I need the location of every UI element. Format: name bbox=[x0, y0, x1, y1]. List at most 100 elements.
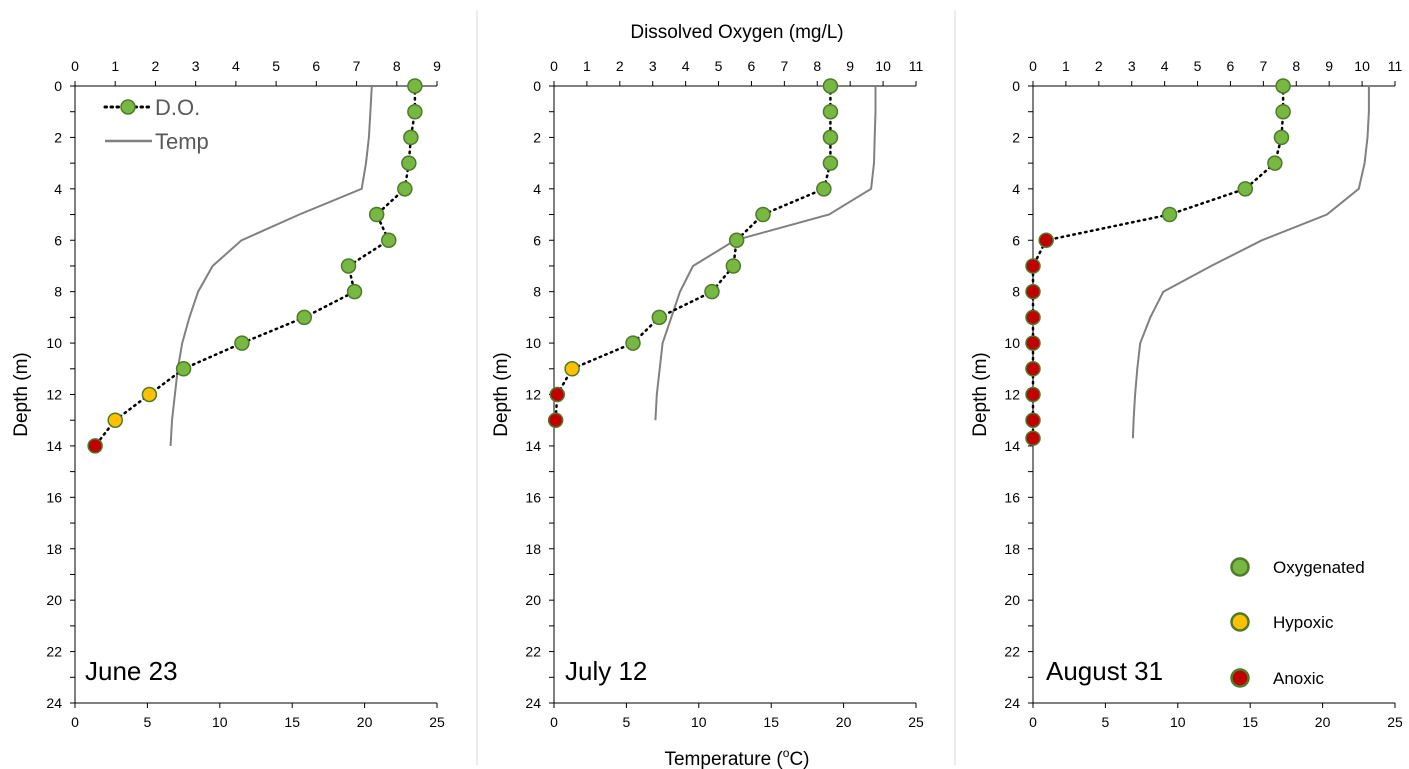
do-tick-label: 10 bbox=[875, 58, 891, 74]
do-tick-label: 6 bbox=[1227, 58, 1235, 74]
do-tick-label: 2 bbox=[616, 58, 624, 74]
depth-tick-label: 18 bbox=[1004, 541, 1020, 557]
legend-do-swatch-marker bbox=[120, 99, 136, 115]
depth-tick-label: 10 bbox=[525, 335, 541, 351]
do-tick-label: 0 bbox=[71, 58, 79, 74]
legend-anoxic-marker bbox=[1230, 668, 1250, 688]
depth-tick-label: 10 bbox=[46, 335, 62, 351]
do-point-oxygenated bbox=[625, 335, 641, 351]
do-tick-label: 5 bbox=[272, 58, 280, 74]
do-tick-label: 11 bbox=[1388, 58, 1403, 74]
do-point-anoxic bbox=[1025, 309, 1041, 326]
depth-tick-label: 18 bbox=[46, 541, 62, 557]
do-tick-label: 6 bbox=[748, 58, 756, 74]
do-axis-title: Dissolved Oxygen (mg/L) bbox=[630, 22, 843, 43]
temperature-tick-label: 20 bbox=[836, 714, 852, 730]
depth-tick-label: 14 bbox=[1004, 438, 1020, 454]
depth-tick-label: 8 bbox=[1012, 284, 1020, 300]
do-point-oxygenated bbox=[403, 129, 419, 146]
temperature-line bbox=[169, 85, 373, 446]
temperature-tick-label: 25 bbox=[429, 714, 445, 730]
do-point-oxygenated bbox=[401, 155, 417, 171]
do-tick-label: 2 bbox=[1095, 58, 1103, 74]
do-point-oxygenated bbox=[380, 232, 397, 248]
temperature-tick-label: 5 bbox=[623, 714, 631, 730]
depth-tick-label: 22 bbox=[1004, 644, 1020, 660]
do-tick-label: 0 bbox=[1029, 58, 1037, 74]
depth-tick-label: 10 bbox=[1004, 335, 1020, 351]
do-point-oxygenated bbox=[346, 283, 363, 300]
depth-tick-label: 16 bbox=[1004, 489, 1020, 505]
do-tick-label: 9 bbox=[433, 58, 441, 74]
do-line bbox=[554, 84, 832, 422]
temperature-tick-label: 15 bbox=[763, 714, 779, 730]
do-tick-label: 1 bbox=[1062, 58, 1070, 74]
temperature-tick-label: 20 bbox=[357, 714, 373, 730]
do-point-anoxic bbox=[1025, 335, 1041, 351]
do-point-oxygenated bbox=[728, 232, 745, 248]
do-point-anoxic bbox=[1038, 232, 1054, 248]
do-point-oxygenated bbox=[340, 258, 357, 274]
depth-tick-label: 24 bbox=[46, 695, 62, 711]
legend-hypoxic-marker bbox=[1230, 612, 1250, 632]
depth-tick-label: 16 bbox=[525, 489, 541, 505]
do-tick-label: 3 bbox=[192, 58, 200, 74]
do-tick-label: 4 bbox=[232, 58, 240, 74]
do-point-hypoxic bbox=[564, 361, 580, 377]
do-point-oxygenated bbox=[704, 283, 720, 300]
temperature-tick-label: 25 bbox=[908, 714, 924, 730]
do-point-anoxic bbox=[87, 438, 103, 454]
do-line bbox=[1031, 84, 1285, 440]
status-legend: Oxygenated Hypoxic Anoxic bbox=[1230, 557, 1365, 688]
temperature-tick-label: 15 bbox=[284, 714, 300, 730]
legend-oxygenated-marker bbox=[1230, 557, 1250, 577]
do-point-oxygenated bbox=[368, 206, 385, 223]
series-legend: D.O. Temp bbox=[103, 95, 209, 154]
depth-tick-label: 14 bbox=[525, 438, 541, 454]
do-point-oxygenated bbox=[175, 361, 192, 377]
do-point-anoxic bbox=[1025, 258, 1041, 274]
do-point-oxygenated bbox=[822, 129, 839, 146]
depth-tick-label: 24 bbox=[525, 695, 541, 711]
do-tick-label: 4 bbox=[682, 58, 690, 74]
depth-tick-label: 0 bbox=[533, 78, 541, 94]
do-point-oxygenated bbox=[725, 258, 742, 274]
do-point-anoxic bbox=[549, 386, 566, 403]
do-point-oxygenated bbox=[816, 181, 832, 197]
legend-anoxic-label: Anoxic bbox=[1273, 669, 1325, 688]
do-point-oxygenated bbox=[407, 78, 423, 94]
depth-tick-label: 6 bbox=[54, 232, 62, 248]
do-point-anoxic bbox=[1025, 386, 1041, 403]
do-point-hypoxic bbox=[107, 412, 123, 428]
legend-oxygenated-label: Oxygenated bbox=[1273, 558, 1365, 577]
depth-tick-label: 6 bbox=[1012, 232, 1020, 248]
depth-tick-label: 2 bbox=[54, 129, 62, 145]
temperature-tick-label: 25 bbox=[1387, 714, 1403, 730]
do-tick-label: 7 bbox=[1259, 58, 1267, 74]
temperature-line bbox=[1131, 86, 1370, 439]
do-tick-label: 6 bbox=[312, 58, 320, 74]
do-point-oxygenated bbox=[234, 335, 250, 351]
do-tick-label: 3 bbox=[649, 58, 657, 74]
do-tick-label: 7 bbox=[780, 58, 788, 74]
legend-temp-label: Temp bbox=[155, 129, 209, 154]
depth-tick-label: 22 bbox=[525, 644, 541, 660]
do-point-oxygenated bbox=[1275, 103, 1291, 120]
depth-tick-label: 20 bbox=[1004, 592, 1020, 608]
do-tick-label: 5 bbox=[1194, 58, 1202, 74]
do-point-oxygenated bbox=[1267, 155, 1283, 171]
do-tick-label: 5 bbox=[715, 58, 723, 74]
do-tick-label: 2 bbox=[152, 58, 160, 74]
depth-tick-label: 12 bbox=[1004, 387, 1020, 403]
do-point-anoxic bbox=[547, 412, 564, 428]
do-tick-label: 10 bbox=[1354, 58, 1370, 74]
do-point-anoxic bbox=[1025, 430, 1041, 446]
depth-axis-title: Depth (m) bbox=[970, 352, 991, 436]
do-tick-label: 8 bbox=[393, 58, 401, 74]
depth-tick-label: 0 bbox=[1012, 78, 1020, 94]
do-point-anoxic bbox=[1025, 412, 1041, 428]
panel-date-label: August 31 bbox=[1046, 656, 1163, 686]
do-point-anoxic bbox=[1025, 283, 1041, 300]
